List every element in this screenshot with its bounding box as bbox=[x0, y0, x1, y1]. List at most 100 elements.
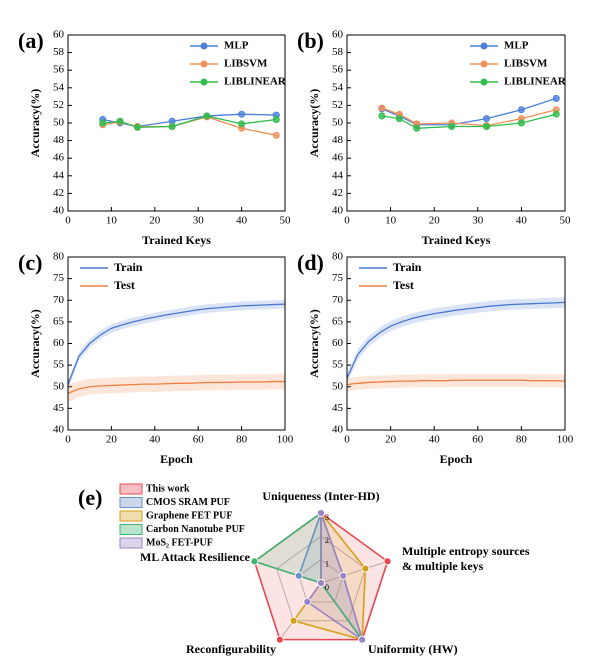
series-line bbox=[346, 301, 566, 379]
radar-point bbox=[303, 597, 312, 606]
point bbox=[238, 120, 246, 128]
point bbox=[203, 112, 211, 120]
panel-label: (b) bbox=[297, 28, 324, 53]
error-band bbox=[347, 373, 565, 392]
x-tick-label: 40 bbox=[516, 215, 528, 227]
point bbox=[517, 106, 525, 114]
point bbox=[395, 115, 403, 123]
y-tick-label: 40 bbox=[53, 205, 65, 217]
legend-marker bbox=[480, 78, 488, 86]
y-tick-label: 48 bbox=[332, 134, 344, 146]
radar-point bbox=[250, 557, 259, 566]
x-axis-title: Epoch bbox=[440, 452, 473, 466]
y-axis-title: Accuracy(%) bbox=[28, 309, 42, 378]
axis-label: ML Attack Resilience bbox=[140, 550, 251, 564]
x-tick-label: 20 bbox=[106, 434, 118, 446]
y-tick-label: 44 bbox=[53, 169, 65, 181]
x-tick-label: 10 bbox=[385, 215, 397, 227]
legend-label: Test bbox=[393, 278, 414, 292]
y-tick-label: 56 bbox=[53, 64, 65, 76]
axis-label: & multiple keys bbox=[402, 559, 484, 573]
x-tick-label: 40 bbox=[236, 215, 248, 227]
radar-point bbox=[317, 509, 325, 517]
x-tick-label: 0 bbox=[344, 215, 350, 227]
legend-label: LIBLINEAR bbox=[504, 76, 567, 88]
point bbox=[483, 123, 491, 131]
plot-frame bbox=[67, 256, 286, 431]
legend-label: MLP bbox=[504, 40, 529, 52]
x-tick-label: 100 bbox=[277, 434, 294, 446]
y-tick-label: 56 bbox=[332, 64, 344, 76]
y-tick-label: 58 bbox=[332, 46, 344, 58]
y-axis-title: Accuracy(%) bbox=[307, 89, 321, 158]
y-tick-label: 75 bbox=[53, 272, 65, 284]
point bbox=[517, 119, 525, 127]
y-tick-label: 70 bbox=[53, 294, 65, 306]
x-tick-label: 0 bbox=[344, 434, 350, 446]
x-tick-label: 20 bbox=[149, 215, 161, 227]
radar-point bbox=[383, 557, 392, 566]
error-band bbox=[68, 373, 285, 402]
y-tick-label: 50 bbox=[332, 117, 344, 129]
y-tick-label: 54 bbox=[332, 81, 344, 93]
point bbox=[272, 131, 280, 139]
point bbox=[133, 123, 141, 131]
spoke bbox=[320, 560, 388, 584]
point bbox=[552, 94, 560, 102]
legend-label: LIBSVM bbox=[224, 58, 268, 70]
point bbox=[99, 119, 107, 127]
y-axis-title: Accuracy(%) bbox=[307, 309, 321, 378]
legend-label: CMOS SRAM PUF bbox=[146, 497, 230, 508]
legend-marker bbox=[200, 60, 208, 68]
x-tick-label: 20 bbox=[429, 215, 441, 227]
legend-marker bbox=[480, 42, 488, 50]
grid-ring bbox=[276, 535, 366, 622]
y-axis-title: Accuracy(%) bbox=[28, 89, 42, 158]
panel-label: (a) bbox=[18, 28, 44, 53]
legend-swatch bbox=[119, 483, 143, 495]
legend-label: Carbon Nanotube PUF bbox=[146, 524, 245, 535]
plot-frame bbox=[67, 34, 286, 212]
y-tick-label: 75 bbox=[332, 272, 344, 284]
x-tick-label: 100 bbox=[557, 434, 574, 446]
point bbox=[552, 110, 560, 118]
x-tick-label: 30 bbox=[472, 215, 484, 227]
axis-label: Multiple entropy sources bbox=[402, 544, 530, 558]
y-tick-label: 40 bbox=[332, 205, 344, 217]
point bbox=[448, 123, 456, 131]
legend-swatch bbox=[119, 524, 143, 535]
panel-label: (d) bbox=[297, 250, 324, 275]
x-axis-title: Trained Keys bbox=[142, 233, 211, 247]
x-tick-label: 30 bbox=[193, 215, 205, 227]
y-tick-label: 42 bbox=[53, 187, 64, 199]
r-tick-label: 1 bbox=[325, 559, 329, 568]
y-tick-label: 46 bbox=[332, 152, 344, 164]
x-tick-label: 60 bbox=[472, 434, 484, 446]
y-tick-label: 80 bbox=[332, 251, 344, 263]
x-tick-label: 40 bbox=[149, 434, 161, 446]
point bbox=[272, 115, 280, 123]
y-tick-label: 52 bbox=[332, 99, 343, 111]
legend-marker bbox=[480, 60, 488, 68]
error-band bbox=[347, 297, 565, 384]
y-tick-label: 50 bbox=[332, 380, 344, 392]
legend-marker bbox=[200, 42, 208, 50]
y-tick-label: 54 bbox=[53, 81, 65, 93]
radar-point bbox=[317, 579, 325, 587]
legend-label: Train bbox=[393, 260, 422, 274]
y-tick-label: 50 bbox=[53, 117, 65, 129]
y-tick-label: 45 bbox=[53, 402, 65, 414]
legend-label: LIBLINEAR bbox=[224, 76, 287, 88]
y-tick-label: 60 bbox=[53, 29, 65, 41]
y-tick-label: 55 bbox=[53, 359, 65, 371]
series-line bbox=[102, 115, 277, 129]
point bbox=[168, 123, 176, 131]
panel-label: (e) bbox=[78, 485, 102, 510]
error-band bbox=[68, 299, 285, 389]
y-tick-label: 46 bbox=[53, 152, 65, 164]
panel-label: (c) bbox=[18, 250, 42, 275]
y-tick-label: 42 bbox=[332, 187, 343, 199]
y-tick-label: 80 bbox=[53, 251, 65, 263]
y-tick-label: 40 bbox=[53, 424, 65, 436]
